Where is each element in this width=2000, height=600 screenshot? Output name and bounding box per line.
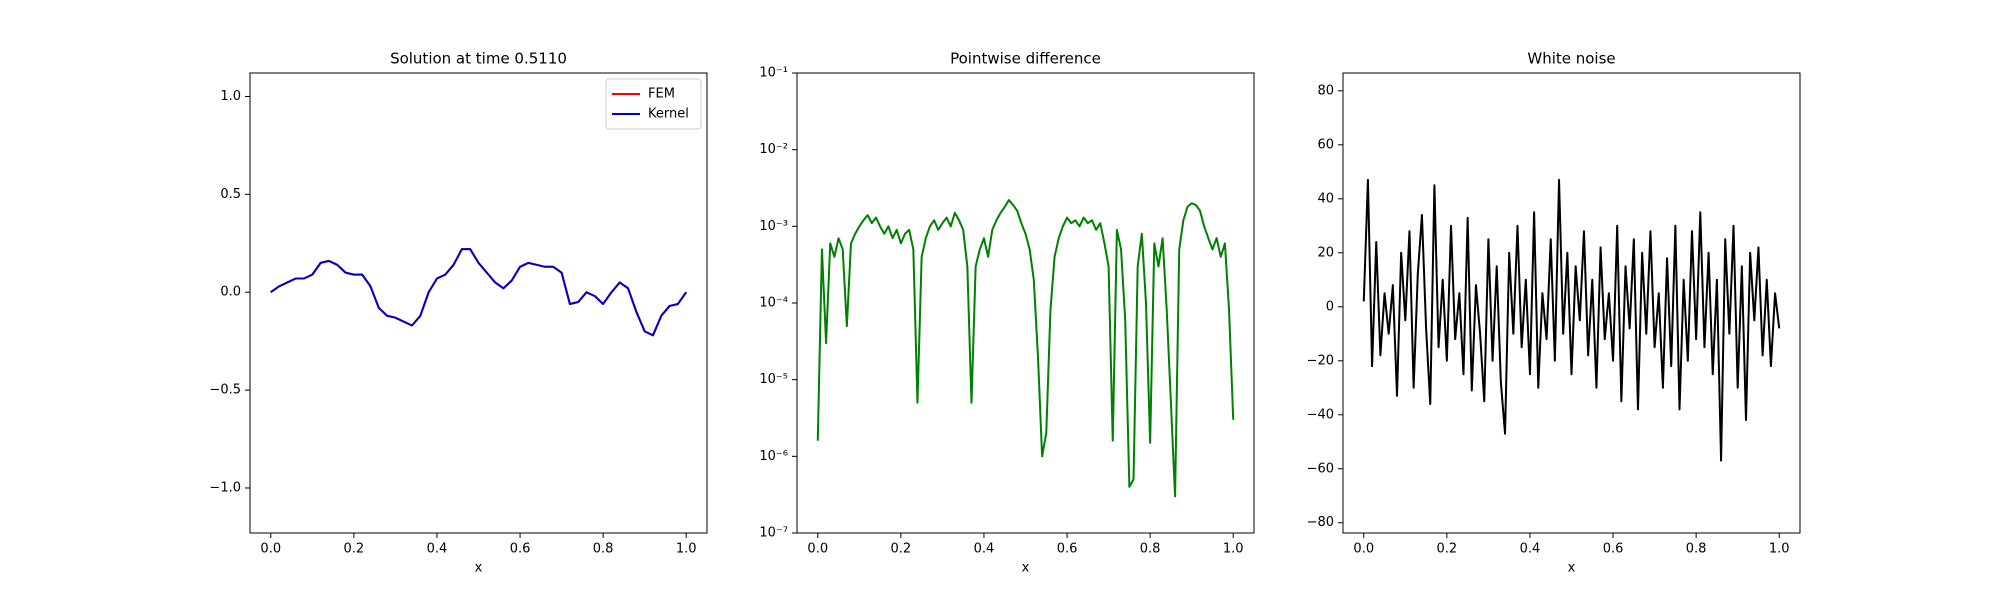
x-tick-label: 0.2 <box>891 542 912 557</box>
y-tick-label: 10⁻¹ <box>759 66 788 81</box>
x-axis-label: x <box>1568 561 1576 576</box>
x-tick-label: 0.2 <box>1437 542 1458 557</box>
x-tick-label: 0.8 <box>593 542 614 557</box>
x-tick-label: 0.4 <box>427 542 448 557</box>
series-line <box>1362 178 1781 462</box>
y-tick-label: 0.5 <box>220 187 241 202</box>
x-tick-label: 1.0 <box>1223 542 1244 557</box>
y-tick-label: 20 <box>1317 245 1334 260</box>
axes: Solution at time 0.5110 x 0.0 0.2 0.4 0.6 0.8 1… <box>209 50 708 576</box>
x-tick-label: 0.6 <box>1057 542 1078 557</box>
y-tick-label: 10⁻⁷ <box>759 526 788 541</box>
y-tick-label: −20 <box>1307 353 1334 368</box>
series-line <box>270 248 688 337</box>
x-tick-label: 0.6 <box>510 542 531 557</box>
y-tick-label: 1.0 <box>220 89 241 104</box>
x-tick-label: 0.8 <box>1140 542 1161 557</box>
legend: FEM Kernel <box>605 78 702 130</box>
y-tick-label: 80 <box>1317 83 1334 98</box>
x-axis-label: x <box>475 561 483 576</box>
legend-label: FEM <box>648 87 675 102</box>
x-axis-label: x <box>1022 561 1030 576</box>
chart-title: White noise <box>1527 50 1615 68</box>
x-tick-label: 1.0 <box>676 542 697 557</box>
y-tick-label: 10⁻² <box>759 142 788 157</box>
axes: White noise x 0.0 0.2 0.4 0.6 0.8 1.0 −80 −60 −40 −… <box>1307 50 1801 576</box>
x-tick-label: 0.2 <box>344 542 365 557</box>
y-tick-label: −0.5 <box>209 383 241 398</box>
y-tick-label: −40 <box>1307 407 1334 422</box>
y-tick-label: 0 <box>1326 299 1334 314</box>
y-tick-label: −80 <box>1307 515 1334 530</box>
axes-frame <box>1342 72 1801 534</box>
x-tick-label: 0.0 <box>260 542 281 557</box>
y-tick-label: 0.0 <box>220 285 241 300</box>
series-line <box>816 199 1235 498</box>
y-tick-label: 60 <box>1317 137 1334 152</box>
y-tick-label: 10⁻⁶ <box>759 449 788 464</box>
x-tick-label: 0.0 <box>1353 542 1374 557</box>
y-tick-label: −60 <box>1307 461 1334 476</box>
y-tick-label: −1.0 <box>209 480 241 495</box>
legend-label: Kernel <box>648 107 689 122</box>
chart-title: Pointwise difference <box>950 50 1101 68</box>
axes-frame <box>249 72 708 534</box>
x-tick-label: 0.6 <box>1603 542 1624 557</box>
x-tick-label: 0.4 <box>1520 542 1541 557</box>
legend-box <box>605 78 702 130</box>
axes-frame <box>796 72 1255 534</box>
x-tick-label: 0.8 <box>1686 542 1707 557</box>
y-tick-label: 40 <box>1317 191 1334 206</box>
x-tick-label: 1.0 <box>1769 542 1790 557</box>
chart-title: Solution at time 0.5110 <box>390 50 567 68</box>
y-tick-label: 10⁻⁵ <box>759 372 788 387</box>
x-tick-label: 0.0 <box>807 542 828 557</box>
axes: Pointwise difference x 0.0 0.2 0.4 0.6 0.8 1.0 1… <box>759 50 1255 576</box>
y-tick-label: 10⁻³ <box>759 219 788 234</box>
y-tick-label: 10⁻⁴ <box>759 296 788 311</box>
x-tick-label: 0.4 <box>974 542 995 557</box>
